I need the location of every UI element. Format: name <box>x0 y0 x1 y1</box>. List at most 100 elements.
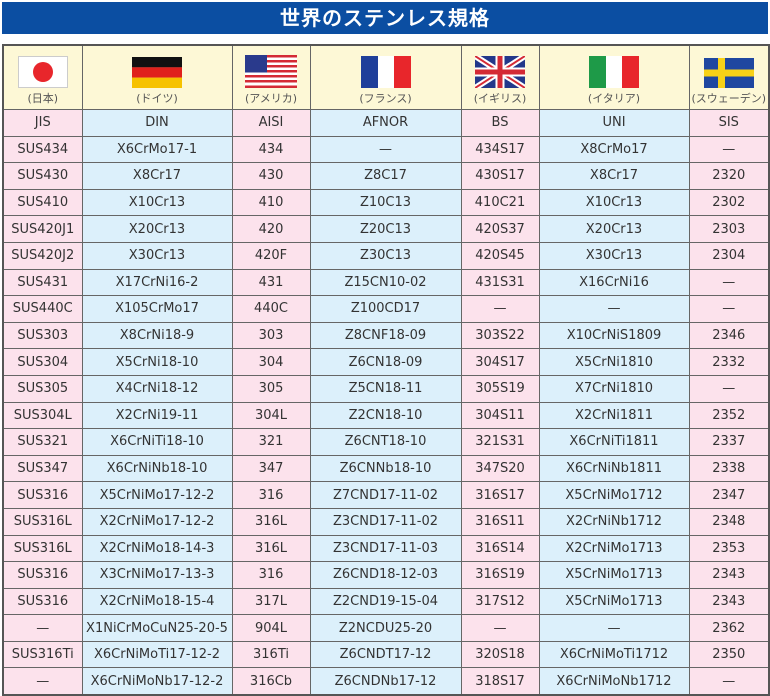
cell-din: X17CrNi16-2 <box>81 268 233 297</box>
cell-bs: 347S20 <box>460 454 540 483</box>
cell-bs: 316S11 <box>460 507 540 536</box>
cell-bs: 318S17 <box>460 667 540 696</box>
germany-flag-icon <box>132 57 182 88</box>
cell-aisi: 316 <box>231 481 311 509</box>
cell-bs: 316S19 <box>460 561 540 589</box>
table-row: SUS316L X2CrNiMo17-12-2 316L Z3CND17-11-02 3… <box>2 507 770 536</box>
country-row: (日本) (ドイツ) (アメリカ) (フランス) <box>2 44 770 110</box>
cell-bs: 316S14 <box>460 534 540 563</box>
table-row: SUS430 X8Cr17 430 Z8C17 430S17 X8Cr17 2320 <box>2 162 770 190</box>
cell-jis: SUS431 <box>2 268 83 297</box>
column-header-bs: BS <box>460 109 540 137</box>
cell-afnor: Z2CND19-15-04 <box>309 587 462 616</box>
column-header-sis: SIS <box>688 109 770 137</box>
table-row: SUS303 X8CrNi18-9 303 Z8CNF18-09 303S22 X10Cr… <box>2 321 770 350</box>
cell-jis: SUS430 <box>2 162 83 190</box>
cell-din: X20Cr13 <box>81 215 233 243</box>
cell-afnor: Z2CN18-10 <box>309 401 462 430</box>
cell-sis: 2343 <box>688 587 770 616</box>
cell-jis: SUS347 <box>2 454 83 483</box>
country-sweden: (スウェーデン) <box>688 44 770 110</box>
cell-bs: — <box>460 614 540 642</box>
country-label: (スウェーデン) <box>691 92 767 105</box>
cell-din: X2CrNi19-11 <box>81 401 233 430</box>
cell-sis: 2362 <box>688 614 770 642</box>
cell-afnor: — <box>309 135 462 164</box>
cell-jis: SUS420J1 <box>2 215 83 243</box>
cell-aisi: 316 <box>231 561 311 589</box>
table-row: SUS316Ti X6CrNiMoTi17-12-2 316Ti Z6CNDT17-1… <box>2 640 770 669</box>
cell-sis: — <box>688 374 770 403</box>
cell-uni: X7CrNi1810 <box>538 374 690 403</box>
stainless-standards-table: (日本) (ドイツ) (アメリカ) (フランス) <box>2 44 770 696</box>
cell-din: X3CrNiMo17-13-3 <box>81 561 233 589</box>
cell-uni: X5CrNiMo1712 <box>538 481 690 509</box>
cell-afnor: Z15CN10-02 <box>309 268 462 297</box>
table-row: SUS440C X105CrMo17 440C Z100CD17— — — <box>2 295 770 323</box>
sweden-flag-icon <box>703 58 754 88</box>
table-row: SUS431 X17CrNi16-2 431 Z15CN10-02 431S31 X16C… <box>2 268 770 297</box>
cell-uni: X5CrNiMo1713 <box>538 561 690 589</box>
cell-jis: SUS316 <box>2 587 83 616</box>
cell-bs: 317S12 <box>460 587 540 616</box>
cell-uni: X30Cr13 <box>538 241 690 270</box>
cell-sis: 2320 <box>688 162 770 190</box>
cell-sis: 2303 <box>688 215 770 243</box>
cell-aisi: 316Cb <box>231 667 311 696</box>
cell-aisi: 303 <box>231 321 311 350</box>
country-uk: (イギリス) <box>460 44 540 110</box>
cell-bs: 321S31 <box>460 428 540 456</box>
cell-aisi: 316L <box>231 507 311 536</box>
table-row: SUS434 X6CrMo17-1 434—434S17 X8CrMo17— <box>2 135 770 164</box>
cell-uni: X2CrNiNb1712 <box>538 507 690 536</box>
cell-bs: 430S17 <box>460 162 540 190</box>
cell-uni: X8CrMo17 <box>538 135 690 164</box>
cell-uni: X6CrNiTi1811 <box>538 428 690 456</box>
table-row: SUS316L X2CrNiMo18-14-3 316L Z3CND17-11-03 3… <box>2 534 770 563</box>
cell-afnor: Z6CNT18-10 <box>309 428 462 456</box>
cell-sis: — <box>688 135 770 164</box>
cell-uni: — <box>538 614 690 642</box>
cell-jis: SUS316 <box>2 561 83 589</box>
cell-afnor: Z10C13 <box>309 188 462 217</box>
cell-sis: 2332 <box>688 348 770 376</box>
cell-afnor: Z20C13 <box>309 215 462 243</box>
country-usa: (アメリカ) <box>231 44 311 110</box>
cell-afnor: Z3CND17-11-03 <box>309 534 462 563</box>
cell-uni: — <box>538 295 690 323</box>
page-title: 世界のステンレス規格 <box>2 2 768 34</box>
cell-uni: X2CrNiMo1713 <box>538 534 690 563</box>
cell-aisi: 304 <box>231 348 311 376</box>
cell-jis: SUS316Ti <box>2 640 83 669</box>
cell-uni: X20Cr13 <box>538 215 690 243</box>
cell-din: X2CrNiMo18-15-4 <box>81 587 233 616</box>
cell-afnor: Z6CN18-09 <box>309 348 462 376</box>
cell-aisi: 430 <box>231 162 311 190</box>
cell-jis: SUS305 <box>2 374 83 403</box>
table-row: SUS304L X2CrNi19-11 304L Z2CN18-10 304S11 X2C… <box>2 401 770 430</box>
table-row: SUS420J1 X20Cr13 420 Z20C13 420S37 X20Cr13 230… <box>2 215 770 243</box>
cell-din: X8CrNi18-9 <box>81 321 233 350</box>
cell-sis: — <box>688 268 770 297</box>
cell-jis: SUS304L <box>2 401 83 430</box>
cell-sis: — <box>688 295 770 323</box>
cell-bs: 431S31 <box>460 268 540 297</box>
cell-din: X2CrNiMo18-14-3 <box>81 534 233 563</box>
table-row: — X6CrNiMoNb17-12-2 316Cb Z6CNDNb17-12 318S1… <box>2 667 770 696</box>
cell-sis: 2353 <box>688 534 770 563</box>
country-italy: (イタリア) <box>538 44 690 110</box>
cell-afnor: Z30C13 <box>309 241 462 270</box>
cell-uni: X8Cr17 <box>538 162 690 190</box>
cell-jis: SUS321 <box>2 428 83 456</box>
cell-bs: 420S37 <box>460 215 540 243</box>
france-flag-icon <box>360 56 411 88</box>
column-header-din: DIN <box>81 109 233 137</box>
cell-jis: SUS316L <box>2 534 83 563</box>
cell-afnor: Z6CNNb18-10 <box>309 454 462 483</box>
cell-afnor: Z8C17 <box>309 162 462 190</box>
cell-jis: SUS420J2 <box>2 241 83 270</box>
cell-jis: SUS316 <box>2 481 83 509</box>
cell-aisi: 305 <box>231 374 311 403</box>
country-label: (イタリア) <box>587 92 641 105</box>
table-row: SUS316 X5CrNiMo17-12-2 316 Z7CND17-11-02 316… <box>2 481 770 509</box>
